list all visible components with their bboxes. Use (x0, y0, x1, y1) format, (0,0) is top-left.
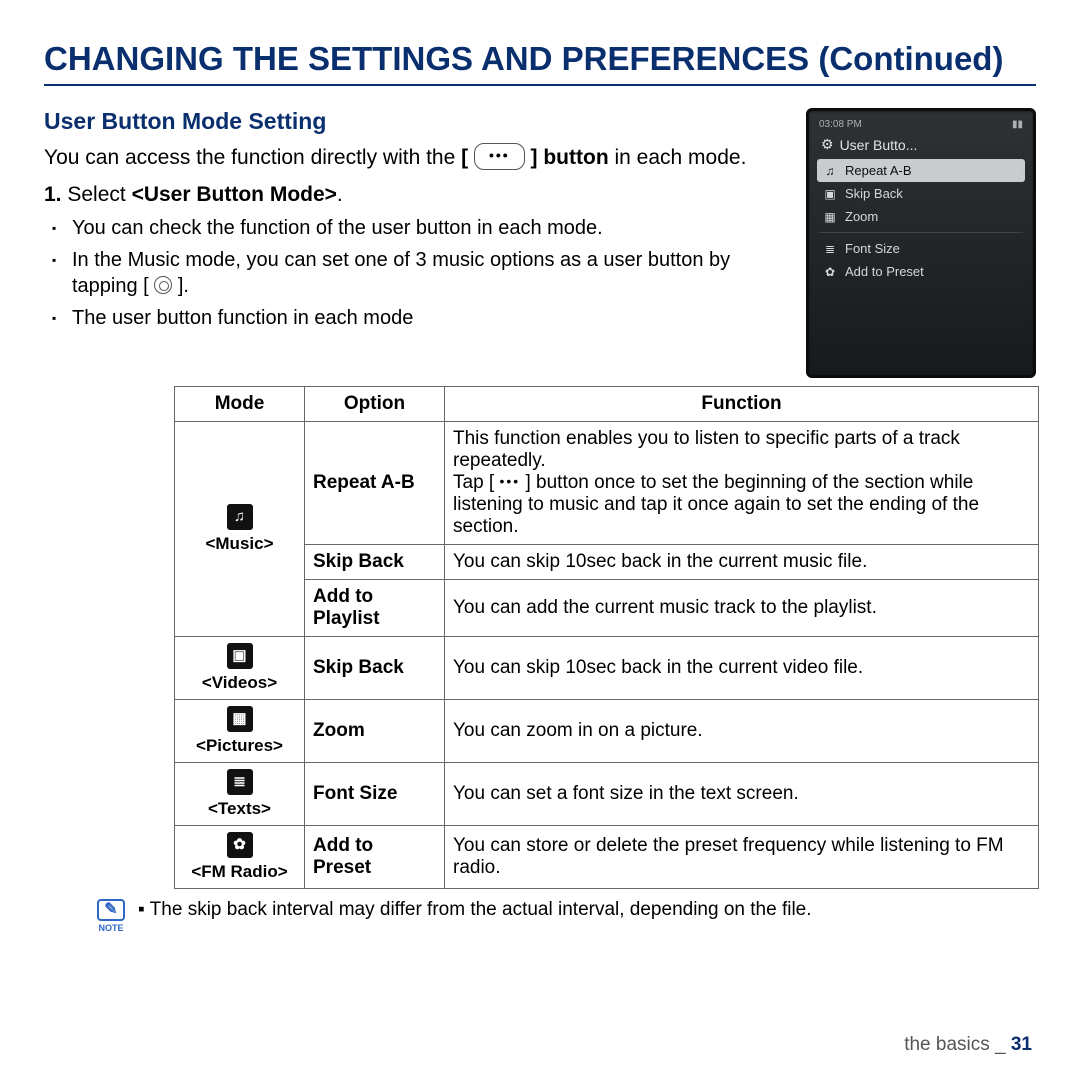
table-row: ▦ <Pictures> Zoom You can zoom in on a p… (175, 700, 1039, 763)
option-repeat: Repeat A-B (305, 422, 445, 545)
fn-repeat: This function enables you to listen to s… (445, 422, 1039, 545)
intro-strong: button (543, 146, 608, 169)
music-mode-icon: ♫ (227, 504, 253, 530)
gear-icon: ⚙ (821, 136, 834, 153)
mode-fmradio: ✿ <FM Radio> (175, 826, 305, 889)
mode-music: ♫ <Music> (175, 422, 305, 637)
radio-icon: ✿ (823, 265, 837, 279)
device-heading: ⚙ User Butto... (817, 134, 1025, 159)
fn-zoom: You can zoom in on a picture. (445, 700, 1039, 763)
bullet-1: You can check the function of the user b… (72, 215, 790, 241)
device-time: 03:08 PM (819, 119, 862, 130)
device-item-label: Skip Back (845, 186, 903, 201)
note-text-span: The skip back interval may differ from t… (150, 899, 812, 920)
option-font: Font Size (305, 763, 445, 826)
page-footer: the basics _ 31 (904, 1034, 1032, 1056)
device-item-fontsize[interactable]: ≣ Font Size (817, 237, 1025, 260)
device-screenshot: 03:08 PM ▮▮ ⚙ User Butto... ♫ Repeat A-B… (806, 108, 1036, 378)
music-note-icon: ♫ (823, 164, 837, 178)
option-zoom: Zoom (305, 700, 445, 763)
fn-repeat-l2-pre: Tap [ (453, 472, 499, 493)
intro-post: in each mode. (609, 146, 747, 169)
option-preset: Add to Preset (305, 826, 445, 889)
mode-label: <FM Radio> (183, 862, 296, 882)
mode-label: <Music> (183, 534, 296, 554)
bullet-3: The user button function in each mode (72, 305, 790, 331)
picture-icon: ▦ (823, 210, 837, 224)
fn-preset: You can store or delete the preset frequ… (445, 826, 1039, 889)
device-item-preset[interactable]: ✿ Add to Preset (817, 260, 1025, 283)
bullet-2-post: ]. (178, 275, 189, 297)
option-music-skip: Skip Back (305, 545, 445, 580)
option-videos-skip: Skip Back (305, 637, 445, 700)
device-item-label: Zoom (845, 209, 878, 224)
picture-mode-icon: ▦ (227, 706, 253, 732)
step-num: 1. (44, 183, 62, 206)
device-item-label: Font Size (845, 241, 900, 256)
tap-ring-icon (154, 276, 172, 294)
step-1: 1. Select <User Button Mode>. (44, 183, 790, 207)
device-item-label: Repeat A-B (845, 163, 912, 178)
footer-page-number: 31 (1011, 1034, 1032, 1055)
intro-pre: You can access the function directly wit… (44, 146, 461, 169)
dots-button-icon: ••• (499, 473, 520, 492)
device-statusbar: 03:08 PM ▮▮ (817, 119, 1025, 134)
device-title: User Butto... (840, 137, 918, 153)
mode-texts: ≣ <Texts> (175, 763, 305, 826)
fn-font: You can set a font size in the text scre… (445, 763, 1039, 826)
radio-mode-icon: ✿ (227, 832, 253, 858)
bullet-2: In the Music mode, you can set one of 3 … (72, 247, 790, 299)
fn-music-skip: You can skip 10sec back in the current m… (445, 545, 1039, 580)
table-row: Skip Back You can skip 10sec back in the… (175, 545, 1039, 580)
fn-repeat-l1: This function enables you to listen to s… (453, 428, 960, 471)
bullet-list: You can check the function of the user b… (44, 215, 790, 331)
dots-button-icon: ••• (474, 143, 525, 170)
intro-text: You can access the function directly wit… (44, 143, 790, 171)
device-item-skipback[interactable]: ▣ Skip Back (817, 182, 1025, 205)
note-text: ▪ The skip back interval may differ from… (138, 899, 812, 921)
device-item-label: Add to Preset (845, 264, 924, 279)
device-item-zoom[interactable]: ▦ Zoom (817, 205, 1025, 228)
mode-function-table: Mode Option Function ♫ <Music> Repeat A-… (174, 386, 1039, 889)
mode-label: <Pictures> (183, 736, 296, 756)
device-divider (819, 232, 1023, 233)
mode-videos: ▣ <Videos> (175, 637, 305, 700)
bullet-2-pre: In the Music mode, you can set one of 3 … (72, 249, 730, 297)
table-row: ▣ <Videos> Skip Back You can skip 10sec … (175, 637, 1039, 700)
chevron-right-icon: › (1015, 164, 1019, 178)
option-music-add: Add to Playlist (305, 580, 445, 637)
mode-label: <Texts> (183, 799, 296, 819)
mode-pictures: ▦ <Pictures> (175, 700, 305, 763)
device-item-repeat[interactable]: ♫ Repeat A-B › (817, 159, 1025, 182)
page-title: CHANGING THE SETTINGS AND PREFERENCES (C… (44, 40, 1036, 86)
table-row: Add to Playlist You can add the current … (175, 580, 1039, 637)
battery-icon: ▮▮ (1012, 119, 1023, 130)
th-mode: Mode (175, 387, 305, 422)
th-option: Option (305, 387, 445, 422)
video-icon: ▣ (823, 187, 837, 201)
step-pre: Select (67, 183, 131, 206)
video-mode-icon: ▣ (227, 643, 253, 669)
note-badge-box: ✎ NOTE (94, 899, 128, 933)
step-label: <User Button Mode> (132, 183, 337, 206)
section-title: User Button Mode Setting (44, 108, 790, 135)
table-row: ♫ <Music> Repeat A-B This function enabl… (175, 422, 1039, 545)
table-row: ✿ <FM Radio> Add to Preset You can store… (175, 826, 1039, 889)
step-post: . (337, 183, 343, 206)
fn-repeat-l2-post: ] button once to set the beginning of th… (453, 472, 979, 537)
footer-section: the basics _ (904, 1034, 1011, 1055)
table-row: ≣ <Texts> Font Size You can set a font s… (175, 763, 1039, 826)
text-mode-icon: ≣ (227, 769, 253, 795)
note-row: ✎ NOTE ▪ The skip back interval may diff… (94, 899, 1036, 933)
fn-music-add: You can add the current music track to t… (445, 580, 1039, 637)
th-function: Function (445, 387, 1039, 422)
mode-label: <Videos> (183, 673, 296, 693)
fn-videos-skip: You can skip 10sec back in the current v… (445, 637, 1039, 700)
note-label: NOTE (98, 923, 123, 933)
note-icon: ✎ (97, 899, 125, 921)
text-icon: ≣ (823, 242, 837, 256)
